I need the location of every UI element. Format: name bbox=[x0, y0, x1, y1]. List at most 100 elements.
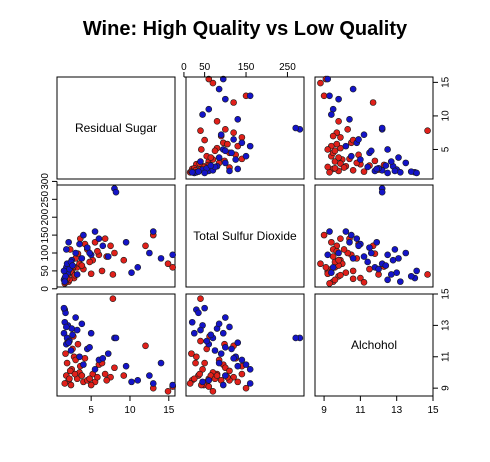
data-point bbox=[335, 95, 342, 103]
data-point bbox=[384, 276, 391, 284]
data-point bbox=[78, 262, 86, 269]
data-point bbox=[215, 85, 223, 93]
data-point bbox=[80, 361, 87, 368]
data-point bbox=[122, 362, 130, 370]
data-point bbox=[366, 265, 373, 273]
data-point bbox=[72, 249, 79, 257]
data-point bbox=[337, 235, 344, 242]
data-point bbox=[198, 146, 205, 153]
data-point bbox=[95, 235, 103, 242]
data-point bbox=[226, 167, 233, 175]
data-point bbox=[391, 246, 399, 253]
data-point bbox=[73, 326, 81, 334]
data-point bbox=[234, 362, 242, 370]
data-point bbox=[60, 304, 68, 312]
data-point bbox=[61, 278, 69, 285]
tick-label: 300 bbox=[40, 173, 51, 190]
data-point bbox=[382, 162, 390, 169]
data-point bbox=[317, 260, 324, 268]
data-point bbox=[104, 350, 112, 357]
data-point bbox=[373, 165, 381, 173]
data-point bbox=[364, 163, 371, 171]
data-point bbox=[228, 149, 235, 157]
data-point bbox=[292, 124, 300, 132]
data-point bbox=[331, 164, 339, 172]
data-point bbox=[360, 168, 368, 175]
data-point bbox=[104, 253, 112, 260]
data-point bbox=[65, 339, 72, 346]
data-point bbox=[335, 117, 342, 125]
data-point bbox=[337, 271, 344, 279]
data-point bbox=[78, 255, 86, 262]
data-point bbox=[188, 168, 196, 176]
data-point bbox=[211, 347, 219, 354]
diagonal-label: Residual Sugar bbox=[75, 121, 157, 135]
data-point bbox=[387, 271, 395, 278]
data-point bbox=[142, 242, 149, 250]
data-point bbox=[73, 271, 81, 278]
data-point bbox=[238, 139, 246, 147]
data-point bbox=[207, 162, 215, 169]
data-point bbox=[387, 158, 395, 165]
data-point bbox=[209, 387, 217, 395]
data-point bbox=[205, 377, 213, 384]
panel-frame bbox=[185, 184, 305, 288]
tick-label: 250 bbox=[279, 62, 296, 73]
data-point bbox=[242, 152, 250, 160]
data-point bbox=[349, 166, 357, 174]
data-point bbox=[342, 269, 350, 276]
data-point bbox=[78, 320, 86, 328]
data-point bbox=[203, 337, 211, 345]
data-point bbox=[201, 304, 208, 312]
data-point bbox=[342, 142, 350, 150]
data-point bbox=[234, 378, 242, 386]
data-point bbox=[146, 249, 153, 257]
data-point bbox=[395, 154, 402, 161]
data-point bbox=[169, 251, 176, 259]
tick-label: 0 bbox=[40, 286, 51, 292]
data-point bbox=[326, 92, 333, 100]
data-point bbox=[205, 383, 213, 390]
data-point bbox=[87, 329, 95, 337]
data-point bbox=[246, 380, 254, 387]
data-point bbox=[112, 188, 120, 196]
data-point bbox=[397, 278, 404, 285]
data-point bbox=[378, 188, 386, 196]
data-point bbox=[199, 366, 206, 373]
data-point bbox=[169, 381, 176, 389]
data-point bbox=[101, 370, 109, 378]
data-point bbox=[360, 253, 368, 260]
data-point bbox=[215, 320, 223, 328]
data-point bbox=[149, 228, 157, 235]
data-point bbox=[215, 154, 223, 161]
data-point bbox=[242, 384, 250, 392]
data-point bbox=[91, 228, 99, 235]
data-point bbox=[134, 377, 142, 384]
data-point bbox=[86, 249, 93, 257]
data-point bbox=[407, 168, 415, 175]
data-point bbox=[384, 251, 391, 259]
data-point bbox=[340, 164, 348, 171]
data-point bbox=[197, 158, 204, 165]
data-point bbox=[71, 370, 79, 378]
data-point bbox=[331, 276, 339, 284]
data-point bbox=[205, 75, 213, 83]
data-point bbox=[103, 377, 110, 384]
data-point bbox=[333, 140, 341, 148]
data-point bbox=[67, 381, 75, 389]
tick-label: 5 bbox=[440, 146, 451, 152]
data-point bbox=[234, 339, 242, 346]
tick-label: 11 bbox=[440, 351, 451, 362]
tick-label: 15 bbox=[440, 288, 451, 300]
data-point bbox=[355, 242, 362, 250]
data-point bbox=[378, 124, 386, 132]
data-point bbox=[246, 142, 254, 150]
data-point bbox=[76, 353, 83, 361]
data-point bbox=[413, 267, 420, 275]
data-point bbox=[192, 359, 199, 367]
data-point bbox=[188, 350, 195, 357]
data-point bbox=[217, 350, 225, 357]
tick-label: 13 bbox=[440, 319, 451, 331]
data-point bbox=[389, 256, 397, 264]
